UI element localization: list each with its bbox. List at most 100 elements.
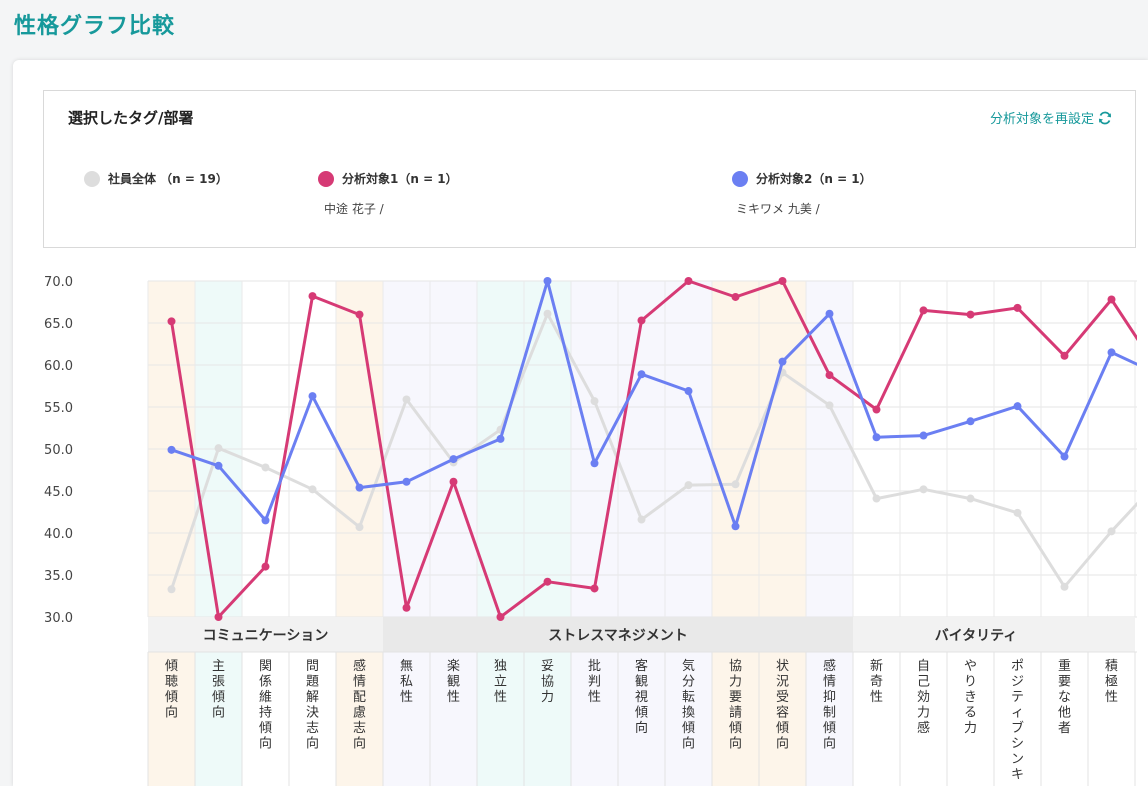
legend-label-target-1: 分析対象1（n = 1） (342, 172, 458, 186)
category-label-bg (853, 652, 900, 786)
series-point-1 (402, 603, 411, 612)
category-group-bg (148, 617, 383, 652)
series-point-0 (167, 585, 176, 594)
category-label-bg (383, 652, 430, 786)
legend-all-employees: 社員全体 （n = 19） (84, 170, 228, 187)
refresh-icon (1099, 111, 1111, 124)
series-point-1 (261, 562, 270, 571)
category-label-bg (524, 652, 571, 786)
series-point-1 (919, 306, 928, 315)
series-point-0 (637, 515, 646, 524)
category-label: 問題解決志向 (306, 659, 319, 752)
category-label-bg (1041, 652, 1088, 786)
series-point-2 (496, 434, 505, 443)
category-label: 状況受容傾向 (776, 659, 789, 752)
series-line-2 (171, 279, 1137, 528)
series-point-0 (590, 397, 599, 406)
category-label: 新奇性 (870, 658, 883, 705)
category-label: 楽観性 (447, 658, 460, 705)
series-point-1 (684, 277, 693, 285)
category-label-bg (336, 652, 383, 786)
series-point-2 (1107, 348, 1116, 357)
series-point-1 (637, 316, 646, 325)
legend-target-1: 分析対象1（n = 1） (318, 170, 458, 187)
series-point-1 (825, 371, 834, 380)
legend-dot-target-1 (318, 170, 334, 187)
series-point-0 (308, 485, 317, 494)
y-tick-label: 65.0 (44, 317, 73, 332)
category-label-bg (289, 652, 336, 786)
series-point-1 (355, 310, 364, 319)
series-point-1 (1060, 351, 1069, 360)
category-label-bg (195, 652, 242, 786)
category-label: 重要な他者 (1058, 658, 1071, 736)
series-point-0 (355, 523, 364, 532)
legend-members-target-2: ミキワメ 九美 / (736, 202, 820, 216)
series-point-2 (214, 461, 223, 470)
series-point-1 (1013, 303, 1022, 312)
category-label-bg (430, 652, 477, 786)
series-point-2 (1060, 452, 1069, 461)
category-group-label: コミュニケーション (203, 628, 329, 644)
series-point-0 (1060, 582, 1069, 591)
category-label-bg (618, 652, 665, 786)
series-point-1 (214, 613, 223, 621)
category-label-bg (947, 652, 994, 786)
series-point-0 (966, 494, 975, 503)
series-point-1 (778, 277, 787, 285)
series-point-2 (778, 357, 787, 366)
series-point-1 (449, 477, 458, 486)
category-label: 気分転換傾向 (682, 658, 695, 752)
series-line-1 (170, 279, 1137, 619)
series-point-2 (637, 370, 646, 379)
series-line-0 (170, 312, 1137, 590)
category-label: 主張傾向 (212, 659, 225, 721)
category-label: 独立性 (494, 659, 507, 705)
category-label: 関係維持傾向 (259, 659, 272, 752)
y-tick-label: 55.0 (44, 401, 73, 416)
series-point-1 (496, 613, 505, 621)
series-point-2 (167, 445, 176, 454)
category-label: 妥協力 (541, 659, 554, 705)
series-point-0 (919, 485, 928, 494)
category-label: 批判性 (588, 659, 601, 705)
legend-label-all: 社員全体 （n = 19） (108, 172, 228, 186)
category-label: 感情抑制傾向 (823, 658, 836, 752)
category-label-bg (806, 652, 853, 786)
series-point-2 (402, 477, 411, 486)
series-point-0 (684, 481, 693, 490)
series-point-2 (872, 433, 881, 442)
series-point-1 (731, 292, 740, 301)
series-point-2 (543, 277, 552, 285)
category-label-bg (571, 652, 618, 786)
category-group-label: ストレスマネジメント (548, 628, 688, 644)
category-label-bg (994, 652, 1041, 786)
category-group-bg (853, 617, 1135, 652)
y-tick-label: 60.0 (44, 359, 73, 374)
category-label: 協力要請傾向 (729, 659, 742, 752)
series-point-2 (449, 455, 458, 464)
y-tick-label: 50.0 (44, 443, 73, 458)
series-point-1 (543, 577, 552, 586)
series-point-1 (872, 405, 881, 414)
series-point-0 (872, 494, 881, 503)
series-point-1 (1107, 295, 1116, 304)
y-tick-label: 30.0 (44, 611, 73, 626)
series-point-0 (1107, 527, 1116, 536)
category-label: 傾聴傾向 (165, 659, 178, 721)
series-point-0 (1013, 508, 1022, 517)
series-point-1 (966, 310, 975, 319)
category-group-bg (383, 617, 853, 652)
series-point-1 (167, 317, 176, 326)
category-label-bg (1088, 652, 1135, 786)
y-tick-label: 45.0 (44, 485, 73, 500)
series-point-0 (825, 401, 834, 410)
category-label-bg (665, 652, 712, 786)
legend-dot-target-2 (732, 170, 748, 187)
series-point-2 (731, 522, 740, 531)
reset-target-link[interactable]: 分析対象を再設定 (990, 108, 1113, 127)
series-point-2 (1013, 402, 1022, 411)
series-point-2 (261, 516, 270, 525)
category-label-bg (900, 652, 947, 786)
